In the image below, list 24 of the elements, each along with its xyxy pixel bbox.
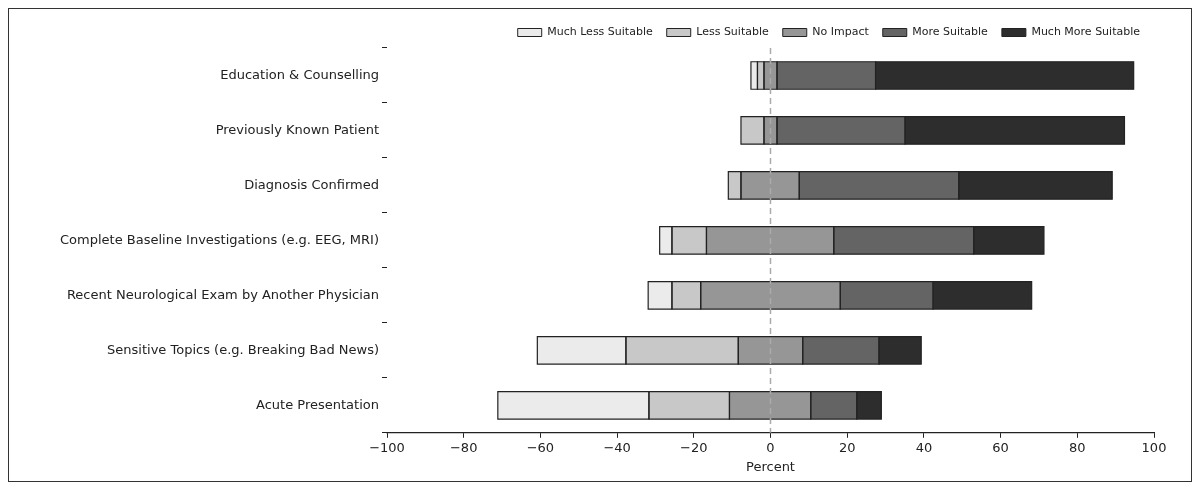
x-tick-label: −60 xyxy=(526,439,555,455)
x-tick-label: 100 xyxy=(1141,439,1167,455)
x-tick-label: 0 xyxy=(766,439,775,455)
x-tick-label: −20 xyxy=(680,439,708,455)
x-tick-label: −100 xyxy=(369,439,405,455)
legend-label: Less Suitable xyxy=(696,25,769,39)
x-tick-label: −80 xyxy=(449,439,478,455)
y-tick-label: Complete Baseline Investigations (e.g. EEG, MRI) xyxy=(60,231,379,247)
y-tick-label: Recent Neurological Exam by Another Physician xyxy=(66,286,379,302)
y-tick-label: Previously Known Patient xyxy=(215,121,379,137)
x-tick-label: 60 xyxy=(992,439,1009,455)
x-tick-label: 20 xyxy=(838,439,856,455)
y-tick-label: Sensitive Topics (e.g. Breaking Bad News) xyxy=(107,341,379,357)
legend-label: Much More Suitable xyxy=(1031,25,1141,39)
legend-label: No Impact xyxy=(812,25,870,39)
y-tick-label: Education & Counselling xyxy=(220,66,379,82)
x-tick-label: 40 xyxy=(915,439,933,455)
x-tick-label: −40 xyxy=(603,439,631,455)
legend-label: More Suitable xyxy=(912,25,989,39)
x-tick-label: 80 xyxy=(1069,439,1086,455)
x-axis-title: Percent xyxy=(746,458,795,474)
y-tick-label: Acute Presentation xyxy=(256,396,379,412)
legend-label: Much Less Suitable xyxy=(547,25,653,39)
y-tick-label: Diagnosis Confirmed xyxy=(244,176,379,192)
